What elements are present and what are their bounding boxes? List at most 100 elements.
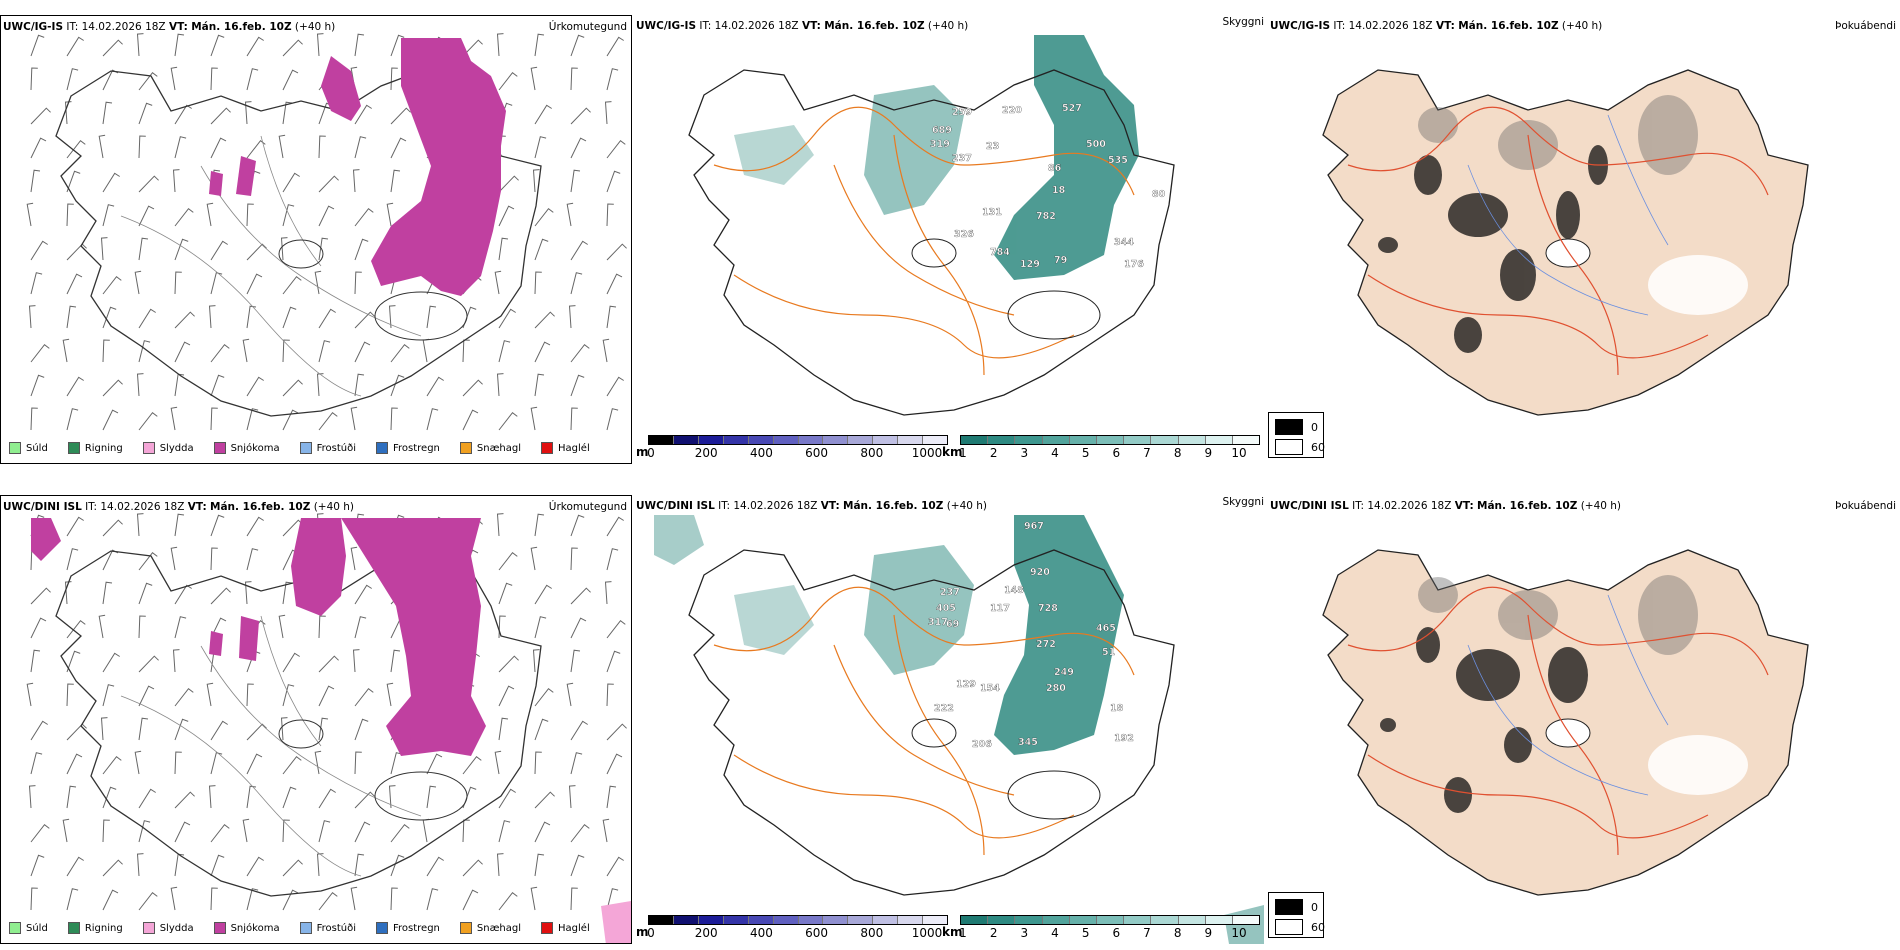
wind-barb [318,788,336,809]
wind-barb [242,818,250,843]
legend-label: Frostregn [393,922,440,934]
ceiling-value-label: 689 [932,125,952,136]
wind-barb [570,107,591,125]
vt-value: Mán. 16.feb. 10Z [1458,20,1559,32]
wind-barb [174,33,185,57]
wind-barb [28,785,36,809]
colorbar-cell [1042,916,1070,924]
wind-barb [350,546,358,571]
wind-barb [462,39,483,57]
wind-barb [102,69,119,91]
ceiling-value-label: 535 [1108,155,1128,166]
wind-barb [174,341,191,363]
vt-value: Mán. 16.feb. 10Z [191,21,292,33]
visibility-unit: km [942,445,963,459]
wind-barb [66,753,83,775]
colorbar-cell [649,916,674,924]
wind-barb [278,614,286,639]
legend-label: Rigning [84,442,123,454]
panel-title: Skyggni [1222,496,1265,508]
wind-barb [570,34,585,57]
wind-barb [138,655,159,673]
wind-barb [282,69,299,91]
wind-barb [606,888,619,911]
lead-time: (+40 h) [294,21,336,33]
wind-barb [354,821,371,843]
wind-barb [316,853,324,877]
it-value: 14.02.2026 18Z [733,500,818,512]
ceiling-value-label: 51 [1102,647,1115,658]
wind-barb [570,514,585,537]
vt-value: Mán. 16.feb. 10Z [824,20,925,32]
wind-barb [282,652,300,673]
wind-barb [570,67,578,91]
wind-barb [354,208,374,227]
wind-barb [534,688,554,707]
colorbar-cell [988,916,1016,924]
wind-barb [64,101,72,125]
vt-label: VT: [187,501,207,513]
wind-barb [174,271,182,295]
fog-legend-row: 0 [1275,899,1318,915]
wind-barb [66,548,79,571]
wind-barb [354,853,365,877]
wind-barb [66,376,84,397]
wind-barb [318,340,331,363]
colorbar-tick: 4 [1051,446,1059,460]
ceiling-value-label: 967 [1024,521,1044,532]
wind-barb [174,751,182,775]
precip-map [26,33,627,431]
wind-barb [98,134,106,159]
it-value: 14.02.2026 18Z [1348,20,1433,32]
colorbar-tick: 8 [1173,446,1182,460]
wind-barb [568,785,576,809]
wind-barb [174,688,194,707]
model-name: UWC/IG-IS [3,21,64,33]
legend-label: Snæhagl [476,442,522,454]
colorbar-cell [698,436,724,444]
ceiling-visibility-panel-1: UWC/IG-IS IT: 14.02.2026 18Z VT: Mán. 16… [634,15,1268,464]
colorbar-cell [798,916,824,924]
wind-barb [246,305,257,329]
wind-barb [354,341,371,363]
wind-barb [174,718,189,741]
panel-header: UWC/IG-IS IT: 14.02.2026 18Z VT: Mán. 16… [1270,19,1896,33]
colorbar-tick: 6 [1112,926,1121,940]
model-name: UWC/DINI ISL [1270,500,1349,512]
colorbar-cell [848,436,874,444]
wind-barb [606,408,619,431]
colorbar-tick: 400 [749,446,773,460]
wind-barb [318,237,329,261]
wind-barb [246,243,267,261]
wind-barb [602,338,610,363]
wind-barb [30,854,45,877]
wind-barb [422,338,430,363]
legend-swatch [9,442,21,454]
colorbar-tick: 200 [694,446,718,460]
wind-barb [534,616,547,639]
legend-swatch [142,922,155,934]
wind-barb [318,175,339,193]
ceiling-value-label: 237 [940,587,960,598]
ceiling-value-label: 176 [1124,259,1144,270]
fog-legend-value: 0 [1311,900,1318,914]
wind-barb [246,723,267,741]
wind-barb [210,514,225,537]
legend-swatch [459,442,472,454]
wind-barb [498,685,515,707]
wind-barb [494,750,502,775]
wind-barb [570,617,587,639]
wind-barb [102,581,113,605]
legend-swatch [299,922,312,934]
wind-barb [534,584,552,605]
wind-barb [30,407,38,431]
colorbar-cell [1178,916,1206,924]
wind-barb [136,853,144,877]
wind-barb [138,685,155,707]
colorbar-cell [1151,916,1179,924]
wind-barb [282,409,299,431]
colorbar-tick: 0 [647,926,655,940]
wind-barb [496,853,504,877]
wind-barb [102,306,117,329]
colorbar-cell [673,916,699,924]
